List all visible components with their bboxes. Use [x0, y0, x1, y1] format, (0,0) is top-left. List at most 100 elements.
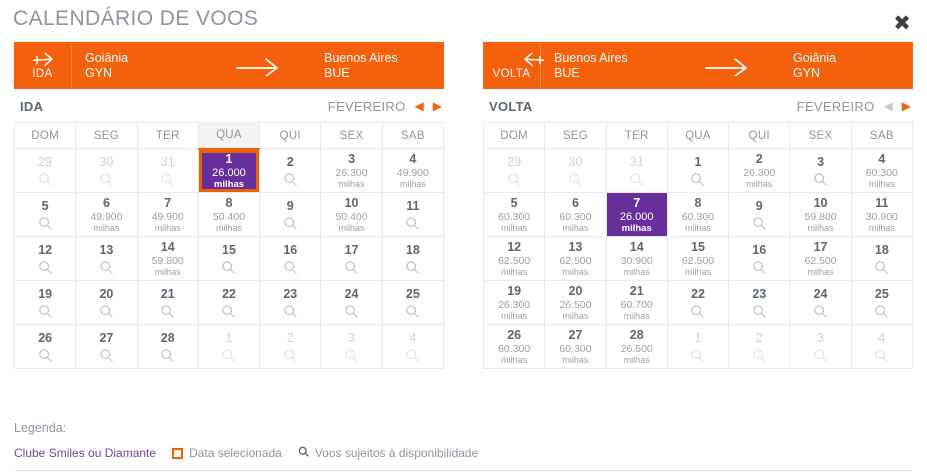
- magnifier-icon[interactable]: [813, 172, 828, 187]
- magnifier-icon[interactable]: [874, 348, 889, 363]
- day-cell[interactable]: 10 59.800 milhas: [789, 192, 852, 237]
- day-cell[interactable]: 26 60.300 milhas: [482, 324, 546, 369]
- magnifier-icon[interactable]: [283, 304, 298, 319]
- magnifier-icon[interactable]: [405, 216, 420, 231]
- day-cell[interactable]: 4 60.300 milhas: [850, 148, 914, 193]
- magnifier-icon[interactable]: [221, 348, 236, 363]
- magnifier-icon[interactable]: [38, 304, 53, 319]
- day-cell[interactable]: 21: [136, 280, 199, 325]
- day-cell[interactable]: 15 62.500 milhas: [666, 236, 730, 281]
- magnifier-icon[interactable]: [38, 216, 53, 231]
- day-cell[interactable]: 7 49.900 milhas: [136, 192, 199, 237]
- day-cell[interactable]: 2 26.300 milhas: [728, 148, 791, 193]
- magnifier-icon[interactable]: [221, 260, 236, 275]
- magnifier-icon[interactable]: [344, 348, 359, 363]
- day-cell[interactable]: 17 62.500 milhas: [789, 236, 852, 281]
- magnifier-icon[interactable]: [160, 172, 175, 187]
- day-cell[interactable]: 27: [75, 324, 138, 369]
- day-cell[interactable]: 24: [789, 280, 852, 325]
- magnifier-icon[interactable]: [874, 260, 889, 275]
- day-cell[interactable]: 14 30.900 milhas: [605, 236, 668, 281]
- magnifier-icon[interactable]: [38, 260, 53, 275]
- day-cell[interactable]: 28 26.500 milhas: [605, 324, 668, 369]
- magnifier-icon[interactable]: [283, 260, 298, 275]
- magnifier-icon[interactable]: [99, 304, 114, 319]
- day-cell[interactable]: 18: [850, 236, 914, 281]
- magnifier-icon[interactable]: [690, 348, 705, 363]
- day-cell[interactable]: 9: [728, 192, 791, 237]
- prev-month-icon[interactable]: ◀: [414, 99, 424, 113]
- day-cell[interactable]: 19 26.300 milhas: [482, 280, 546, 325]
- day-cell[interactable]: 12: [13, 236, 77, 281]
- magnifier-icon[interactable]: [283, 216, 298, 231]
- day-cell[interactable]: 25: [850, 280, 914, 325]
- magnifier-icon[interactable]: [160, 348, 175, 363]
- magnifier-icon[interactable]: [752, 304, 767, 319]
- magnifier-icon[interactable]: [690, 172, 705, 187]
- magnifier-icon[interactable]: [344, 304, 359, 319]
- magnifier-icon[interactable]: [221, 304, 236, 319]
- day-cell[interactable]: 22: [197, 280, 261, 325]
- day-cell[interactable]: 20: [75, 280, 138, 325]
- magnifier-icon[interactable]: [405, 348, 420, 363]
- day-cell[interactable]: 23: [728, 280, 791, 325]
- magnifier-icon[interactable]: [568, 172, 583, 187]
- day-cell[interactable]: 3: [789, 148, 852, 193]
- magnifier-icon[interactable]: [405, 260, 420, 275]
- magnifier-icon[interactable]: [752, 348, 767, 363]
- magnifier-icon[interactable]: [507, 172, 522, 187]
- day-cell[interactable]: 13 62.500 milhas: [544, 236, 607, 281]
- magnifier-icon[interactable]: [629, 172, 644, 187]
- day-cell[interactable]: 19: [13, 280, 77, 325]
- day-cell[interactable]: 1 26.000 milhas: [197, 148, 261, 193]
- day-cell[interactable]: 11 30.900 milhas: [850, 192, 914, 237]
- day-cell[interactable]: 25: [381, 280, 445, 325]
- day-cell[interactable]: 2: [259, 148, 322, 193]
- day-cell[interactable]: 15: [197, 236, 261, 281]
- magnifier-icon[interactable]: [813, 304, 828, 319]
- day-cell[interactable]: 5: [13, 192, 77, 237]
- magnifier-icon[interactable]: [344, 260, 359, 275]
- day-cell[interactable]: 3 26.300 milhas: [320, 148, 383, 193]
- magnifier-icon[interactable]: [99, 348, 114, 363]
- day-cell[interactable]: 27 60.300 milhas: [544, 324, 607, 369]
- magnifier-icon[interactable]: [283, 172, 298, 187]
- day-cell[interactable]: 22: [666, 280, 730, 325]
- day-cell[interactable]: 16: [259, 236, 322, 281]
- next-month-icon[interactable]: ▶: [432, 99, 442, 113]
- magnifier-icon[interactable]: [752, 260, 767, 275]
- magnifier-icon[interactable]: [405, 304, 420, 319]
- day-cell[interactable]: 23: [259, 280, 322, 325]
- day-cell[interactable]: 9: [259, 192, 322, 237]
- day-cell[interactable]: 6 49.900 milhas: [75, 192, 138, 237]
- day-cell[interactable]: 24: [320, 280, 383, 325]
- day-cell[interactable]: 12 62.500 milhas: [482, 236, 546, 281]
- magnifier-icon[interactable]: [99, 260, 114, 275]
- day-cell[interactable]: 10 50.400 milhas: [320, 192, 383, 237]
- magnifier-icon[interactable]: [38, 348, 53, 363]
- magnifier-icon[interactable]: [690, 304, 705, 319]
- day-cell[interactable]: 14 59.800 milhas: [136, 236, 199, 281]
- day-cell[interactable]: 8 60.300 milhas: [666, 192, 730, 237]
- magnifier-icon[interactable]: [874, 304, 889, 319]
- next-month-icon[interactable]: ▶: [901, 99, 911, 113]
- day-cell[interactable]: 18: [381, 236, 445, 281]
- day-cell[interactable]: 17: [320, 236, 383, 281]
- day-cell[interactable]: 20 26.500 milhas: [544, 280, 607, 325]
- day-cell[interactable]: 28: [136, 324, 199, 369]
- magnifier-icon[interactable]: [38, 172, 53, 187]
- day-cell[interactable]: 11: [381, 192, 445, 237]
- day-cell[interactable]: 21 60.700 milhas: [605, 280, 668, 325]
- day-cell[interactable]: 16: [728, 236, 791, 281]
- day-cell[interactable]: 7 26.000 milhas: [605, 192, 668, 237]
- day-cell[interactable]: 6 60.300 milhas: [544, 192, 607, 237]
- close-icon[interactable]: ✖: [893, 11, 911, 35]
- magnifier-icon[interactable]: [813, 348, 828, 363]
- day-cell[interactable]: 4 49.900 milhas: [381, 148, 445, 193]
- magnifier-icon[interactable]: [160, 304, 175, 319]
- magnifier-icon[interactable]: [283, 348, 298, 363]
- day-cell[interactable]: 8 50.400 milhas: [197, 192, 261, 237]
- magnifier-icon[interactable]: [99, 172, 114, 187]
- magnifier-icon[interactable]: [752, 216, 767, 231]
- day-cell[interactable]: 26: [13, 324, 77, 369]
